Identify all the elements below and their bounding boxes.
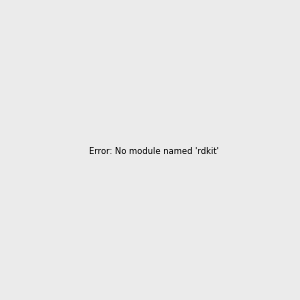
Text: Error: No module named 'rdkit': Error: No module named 'rdkit' [89,147,219,156]
